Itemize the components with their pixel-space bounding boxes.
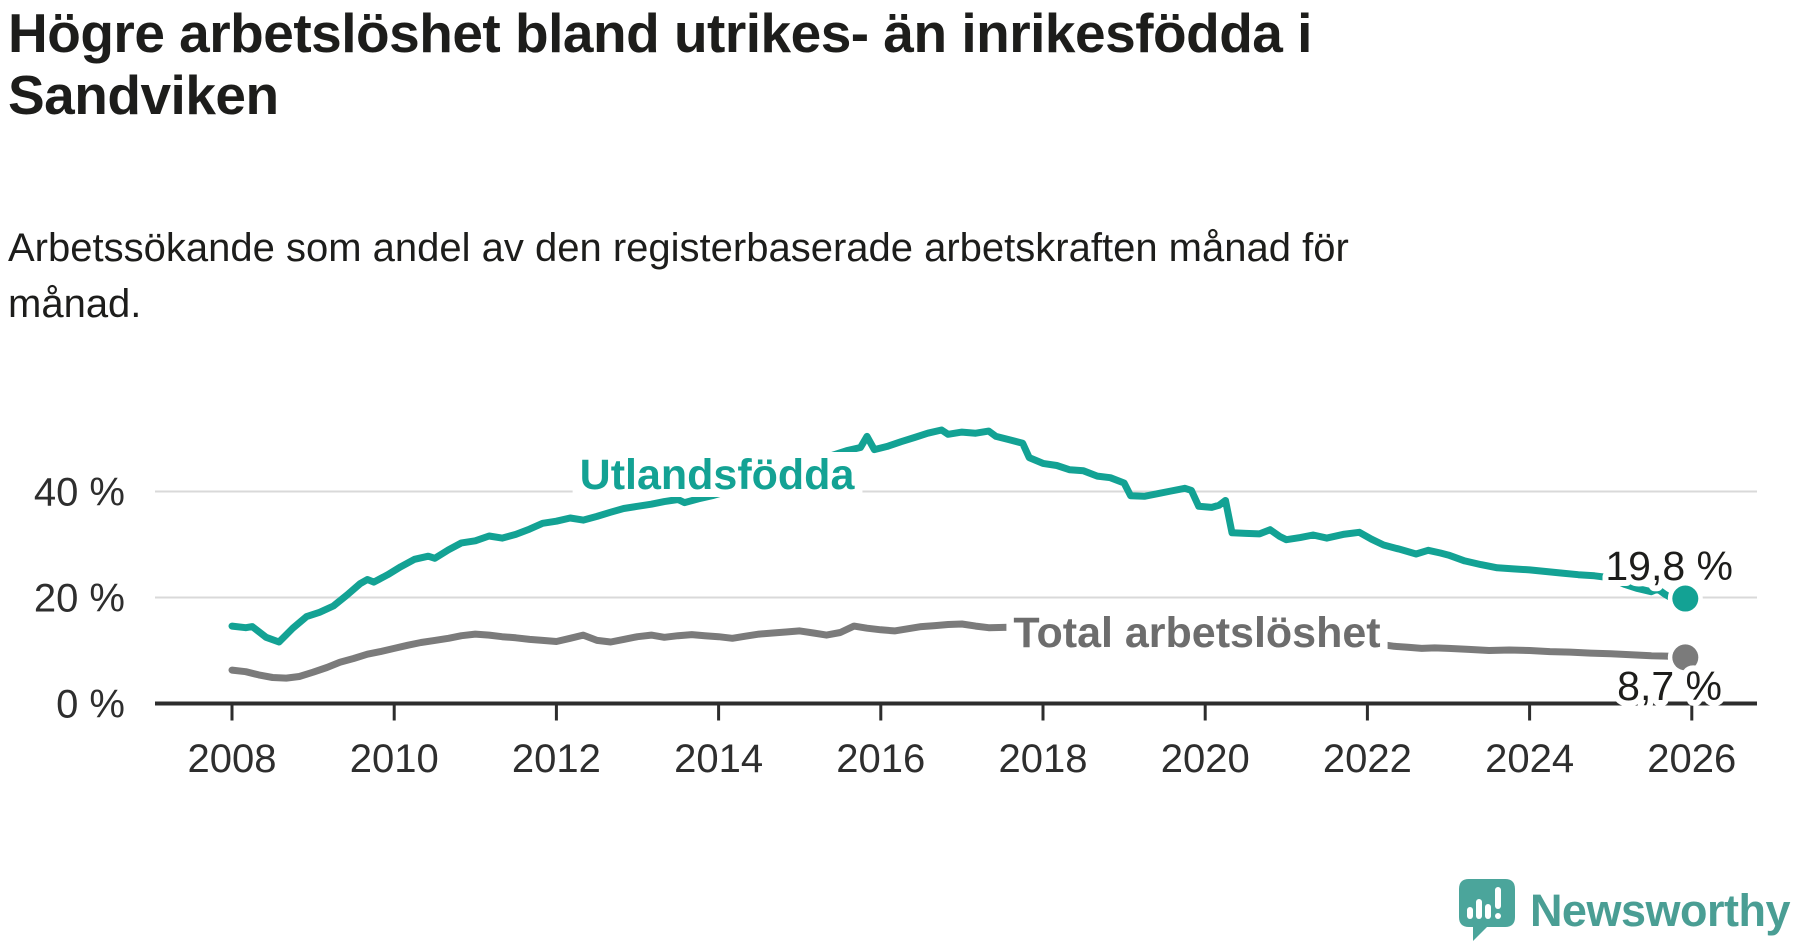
newsworthy-brand: Newsworthy: [1458, 879, 1791, 942]
chart-title: Högre arbetslöshet bland utrikes- än inr…: [8, 2, 1312, 126]
x-tick-label-2024: 2024: [1485, 737, 1574, 781]
x-tick-label-2026: 2026: [1647, 737, 1736, 781]
x-tick-label-2022: 2022: [1323, 737, 1412, 781]
y-tick-label-40: 40 %: [34, 471, 125, 515]
y-tick-label-20: 20 %: [34, 577, 125, 621]
chart-subtitle: Arbetssökande som andel av den registerb…: [8, 226, 1349, 326]
series-label-utlandsfodda: Utlandsfödda: [580, 451, 856, 499]
end-label-total: 8,7 %: [1617, 663, 1722, 709]
x-tick-label-2010: 2010: [350, 737, 439, 781]
series-label-halo-utlandsfodda: [572, 452, 863, 497]
x-tick-label-2012: 2012: [512, 737, 601, 781]
end-dot-total: [1672, 644, 1699, 671]
x-tick-label-2014: 2014: [674, 737, 763, 781]
x-tick-label-2016: 2016: [836, 737, 925, 781]
newsworthy-logo-icon: [1458, 879, 1515, 941]
series-line-total: [228, 620, 1689, 682]
series-label-total: Total arbetslöshet: [1013, 609, 1380, 657]
end-label-utlandsfodda: 19,8 %: [1605, 543, 1733, 589]
series-label-halo-total: [1006, 610, 1388, 655]
series-line-utlandsfodda: [228, 426, 1689, 646]
x-tick-label-2018: 2018: [999, 737, 1088, 781]
x-tick-label-2008: 2008: [188, 737, 277, 781]
x-tick-label-2020: 2020: [1161, 737, 1250, 781]
y-tick-label-0: 0 %: [56, 683, 125, 727]
end-dot-utlandsfodda: [1672, 585, 1699, 612]
newsworthy-wordmark: Newsworthy: [1529, 884, 1791, 936]
